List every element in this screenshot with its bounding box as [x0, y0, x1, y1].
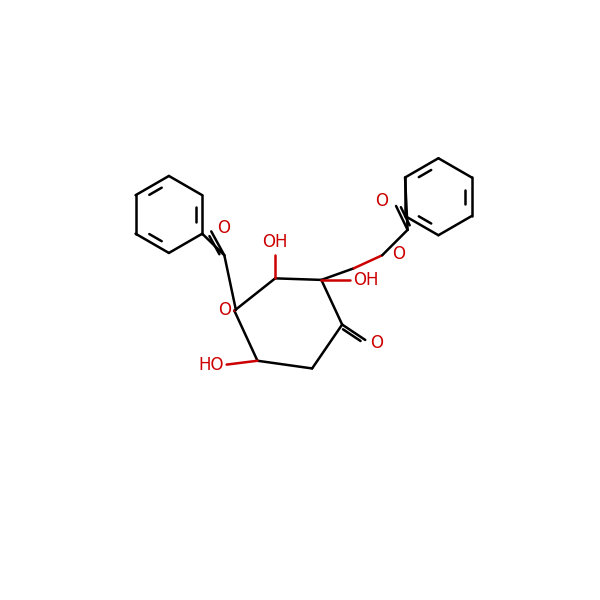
Text: O: O — [370, 334, 383, 352]
Text: HO: HO — [198, 356, 224, 374]
Text: O: O — [376, 193, 388, 211]
Text: O: O — [392, 245, 405, 263]
Text: O: O — [218, 301, 232, 319]
Text: O: O — [217, 220, 230, 238]
Text: OH: OH — [353, 271, 379, 289]
Text: OH: OH — [262, 233, 288, 251]
